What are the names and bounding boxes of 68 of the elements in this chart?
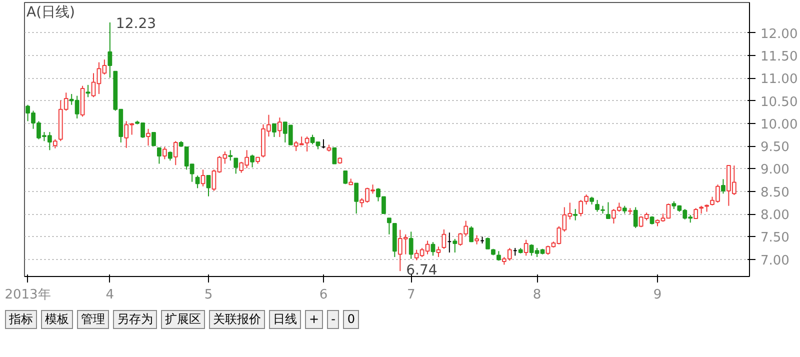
- candlestick: [332, 147, 337, 164]
- candlestick: [386, 218, 392, 235]
- x-tick-label: 6: [319, 288, 328, 302]
- candlestick: [694, 208, 698, 220]
- candlestick: [162, 146, 167, 160]
- candlestick: [633, 206, 638, 229]
- text: 指标: [5, 310, 37, 330]
- x-tick-label: 9: [653, 288, 662, 302]
- text: 模板: [41, 310, 73, 330]
- candlestick: [250, 154, 254, 168]
- candlestick: [343, 170, 348, 185]
- y-tick-label: 10.00: [760, 117, 798, 132]
- candlestick: [108, 22, 112, 78]
- text: 关联报价: [209, 310, 265, 330]
- candlestick: [486, 237, 490, 250]
- candlestick: [469, 226, 474, 243]
- candlestick: [173, 140, 178, 166]
- annotation: 12.23: [116, 16, 156, 32]
- candlestick: [436, 246, 441, 258]
- candlestick: [234, 158, 238, 174]
- candlestick: [86, 84, 90, 98]
- candlestick: [200, 169, 206, 187]
- candlestick: [524, 239, 528, 256]
- text: 另存为: [113, 310, 157, 330]
- candlestick: [442, 228, 446, 250]
- candlestick: [721, 178, 726, 194]
- text: 扩展区: [161, 310, 205, 330]
- text: +: [305, 310, 324, 330]
- y-tick-label: 8.50: [760, 185, 790, 200]
- candlestick: [206, 175, 211, 197]
- x-tick-label: 2013年: [4, 288, 51, 302]
- candlestick: [277, 117, 282, 138]
- y-tick-label: 9.00: [760, 162, 790, 178]
- text: 日线: [269, 310, 301, 330]
- x-tick-label: 7: [406, 288, 416, 302]
- candlestick: [474, 234, 479, 245]
- candlestick: [195, 175, 200, 189]
- candlestick: [573, 208, 578, 221]
- candlestick: [606, 202, 610, 220]
- candlestick: [146, 128, 150, 146]
- candlestick: [52, 138, 58, 149]
- text: 0: [343, 310, 360, 330]
- candlestick: [496, 250, 501, 262]
- y-tick-label: 12.00: [760, 26, 798, 42]
- candlestick: [228, 150, 233, 162]
- text: 管理: [77, 310, 109, 330]
- x-tick-label: 5: [204, 288, 213, 302]
- candlestick: [157, 147, 162, 164]
- candlestick: [304, 136, 310, 152]
- candlestick: [168, 151, 172, 162]
- y-tick-label: 8.00: [760, 208, 790, 223]
- y-tick-label: 11.50: [760, 49, 798, 64]
- y-tick-label: 10.50: [760, 94, 798, 110]
- candlestick: [408, 231, 414, 260]
- y-tick-label: 7.50: [760, 230, 790, 246]
- y-tick-label: 7.00: [760, 253, 790, 268]
- annotation: 6.74: [406, 262, 438, 278]
- y-tick-label: 9.50: [760, 140, 790, 156]
- x-tick-label: 8: [532, 288, 542, 302]
- candlestick: [354, 182, 359, 214]
- y-tick-label: 11.00: [760, 72, 798, 88]
- chart-title: A(日线): [26, 4, 76, 20]
- candlestick: [430, 242, 436, 256]
- x-tick-label: 4: [106, 288, 114, 302]
- candlestick: [452, 238, 458, 253]
- text: -: [327, 310, 340, 330]
- candlestick: [152, 132, 156, 146]
- candlestick: [272, 123, 276, 138]
